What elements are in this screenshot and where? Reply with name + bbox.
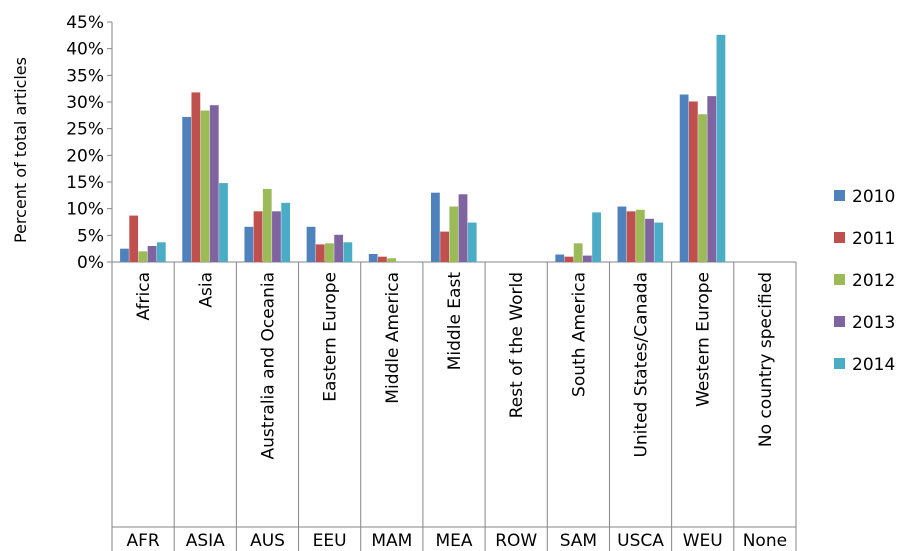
chart-bars [120,34,726,263]
bar-2011-mam [378,256,387,262]
category-label: United States/Canada [632,272,652,458]
legend-swatch [834,358,845,369]
category-label: Western Europe [694,272,714,407]
category-label: Rest of the World [507,272,527,418]
bar-2010-asia [182,116,192,263]
y-tick-label: 35% [66,66,104,86]
legend-label: 2013 [852,313,895,333]
bar-2011-aus [253,211,263,262]
bar-2011-eeu [315,244,325,262]
category-label: No country specified [756,272,776,447]
bar-2014-usca [654,222,664,262]
category-code: MAM [371,531,412,551]
y-axis-label: Percent of total articles [11,57,30,243]
bar-2013-eeu [334,234,344,262]
bar-2014-afr [156,242,166,262]
category-label: Asia [196,272,216,308]
bar-2013-afr [147,246,157,262]
bar-2011-sam [564,256,574,262]
y-tick-label: 25% [66,120,104,140]
category-label: Middle America [383,272,403,404]
bar-2010-afr [120,248,129,262]
bar-2010-aus [244,226,254,262]
bar-2010-weu [679,94,689,262]
bar-2012-weu [698,114,707,263]
y-tick-label: 30% [66,93,104,113]
legend-swatch [834,316,845,327]
chart-legend: 2010 2011 2012 2013 2014 [834,187,895,375]
category-code: ROW [495,531,537,551]
bar-2012-mam [387,258,397,262]
legend-swatch [834,232,845,243]
bar-2010-mea [430,192,440,262]
bar-2012-mea [449,206,459,262]
bar-2010-usca [617,206,627,262]
bar-2011-asia [191,92,201,263]
category-code: SAM [560,531,597,551]
bar-2013-usca [645,218,654,262]
bar-2013-sam [582,255,592,262]
legend-label: 2012 [852,271,895,291]
bar-2014-mea [467,222,477,262]
legend-label: 2014 [852,355,895,375]
legend-label: 2011 [852,229,895,249]
bar-2014-weu [716,34,726,262]
bar-2010-sam [555,254,565,262]
bar-2010-mam [368,254,378,262]
y-tick-label: 0% [77,253,104,273]
bar-2013-mea [458,194,468,262]
bar-2013-weu [707,96,717,262]
y-tick-label: 40% [66,40,104,60]
category-label: South America [569,272,589,397]
chart-axes: 0% 5% 10% 15% 20% 25% 30% 35% 40% 45% [66,13,797,551]
category-code: AFR [126,531,159,551]
bar-2012-aus [262,188,272,262]
category-label: Middle East [445,272,465,371]
bar-2014-asia [219,183,228,262]
bar-2012-usca [635,209,645,262]
bar-2011-afr [129,215,139,262]
category-code: None [743,531,787,551]
bar-2010-eeu [306,226,316,262]
category-label: Australia and Oceania [259,272,279,460]
category-code: MEA [435,531,472,551]
bar-2014-aus [281,202,291,262]
category-code: WEU [683,531,723,551]
bar-2014-eeu [343,242,353,262]
y-tick-label: 20% [66,146,104,166]
y-tick-label: 45% [66,13,104,33]
legend-swatch [834,190,845,201]
category-code: EEU [313,531,347,551]
bar-2012-afr [138,251,148,262]
y-tick-label: 10% [66,200,104,220]
bar-2012-eeu [325,243,334,262]
bar-2011-usca [626,211,636,262]
category-code: ASIA [186,531,225,551]
legend-label: 2010 [852,187,895,207]
bar-2013-aus [272,211,281,262]
bar-2012-asia [200,110,210,262]
y-tick-label: 5% [77,226,104,246]
category-code: AUS [250,531,285,551]
legend-swatch [834,274,845,285]
y-tick-label: 15% [66,173,104,193]
category-labels: Africa AFR Asia ASIA Australia and Oceania AU… [126,272,787,551]
bar-2014-sam [592,212,601,262]
bar-2013-asia [209,105,219,262]
bar-2011-mea [440,231,449,262]
category-code: USCA [617,531,664,551]
bar-2011-weu [688,101,698,262]
bar-2012-sam [573,243,583,262]
category-label: Africa [134,272,154,321]
category-label: Eastern Europe [321,272,341,402]
